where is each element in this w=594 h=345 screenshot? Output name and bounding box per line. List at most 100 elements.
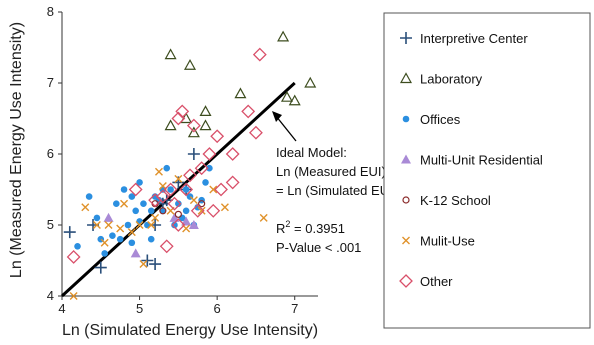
data-point [181,216,192,226]
legend-item-mulit-use: Mulit-Use [402,234,475,249]
data-point [188,220,199,229]
r-squared-superscript: 2 [285,219,290,229]
data-point [174,174,183,183]
x-tick-label: 4 [58,301,65,316]
data-point [209,185,218,194]
data-point [190,203,205,218]
legend-box [383,12,591,329]
legend-item-offices: Offices [402,112,461,127]
legend: Interpretive Center Laboratory Offices Mult… [383,12,591,329]
ideal-model-line [60,81,296,298]
legend-label: Mulit-Use [420,234,475,249]
data-point [163,164,171,172]
annotation-arrow-head [272,111,282,122]
legend-marker [401,154,411,164]
data-point [234,87,247,99]
legend-label: Interpretive Center [420,31,528,46]
y-tick-label: 7 [47,75,54,90]
data-point [127,228,136,237]
data-point [259,213,268,222]
data-point [81,203,90,212]
data-point [85,193,93,200]
p-value-label: P-Value < .001 [276,240,361,255]
data-point [280,90,293,102]
legend-item-other: Other [399,274,453,289]
data-point [199,105,212,117]
data-point [92,221,101,229]
legend-marker [400,32,412,44]
data-point [151,213,160,222]
annotation: Ideal Model: Ln (Measured EUI) = Ln (Simul… [272,111,397,255]
legend-item-k-12-school: K-12 School [402,193,491,208]
data-point [183,59,197,70]
data-point [147,221,156,229]
legend-item-laboratory: Laboratory [399,72,483,87]
legend-item-interpretive-center: Interpretive Center [400,31,528,46]
data-point [139,260,148,269]
data-point [206,203,221,218]
legend-marker [402,196,410,204]
data-point [164,119,177,131]
data-point [175,200,182,207]
data-point [132,207,139,215]
data-point [159,207,167,215]
data-point [135,221,144,229]
data-point [194,161,209,176]
data-point [179,182,194,197]
ideal-line [60,81,296,298]
data-point [304,76,317,88]
r-squared-r: R [276,221,285,236]
data-point [140,200,147,207]
r-squared-label: R2 = 0.3951 [276,219,345,236]
data-point [186,118,201,133]
series-other [66,47,267,264]
data-points [63,30,317,300]
data-point [252,47,267,62]
data-point [167,186,174,193]
data-point [183,168,197,183]
data-point [187,148,200,160]
data-point [113,200,120,207]
data-point [93,214,101,222]
data-point [277,30,290,42]
series-k-12-school [151,200,206,218]
data-point [225,147,240,161]
data-point [182,186,190,193]
data-point [202,179,209,186]
data-point [136,218,143,225]
y-tick-label: 6 [47,146,54,161]
data-point [167,196,182,211]
data-point [136,179,143,186]
data-point [116,235,124,243]
legend-item-multi-unit-residential: Multi-Unit Residential [401,153,543,168]
data-point [164,48,177,60]
data-point [159,239,174,254]
data-point [100,238,109,247]
y-tick-label: 8 [47,4,54,19]
legend-marker [399,72,413,84]
data-point [104,221,113,229]
data-point [210,129,225,144]
data-point [94,261,107,274]
data-point [128,182,143,197]
data-point [187,126,200,138]
data-point [159,207,167,215]
data-point [141,254,154,267]
data-point [103,212,114,222]
x-tick-label: 6 [214,301,221,316]
data-point [124,221,132,229]
data-point [175,104,190,119]
data-point [174,210,182,218]
data-point [109,232,116,239]
y-tick-label: 4 [47,288,54,303]
legend-label: Laboratory [420,72,483,87]
data-point [214,182,228,197]
data-point [202,147,217,161]
data-point [101,250,108,257]
data-point [147,235,155,243]
y-axis-title: Ln (Measured Energy Use Intensity) [8,22,25,278]
series-laboratory [164,30,317,138]
data-point [155,189,170,204]
x-axis-title: Ln (Simulated Energy Use Intensity) [62,322,318,339]
